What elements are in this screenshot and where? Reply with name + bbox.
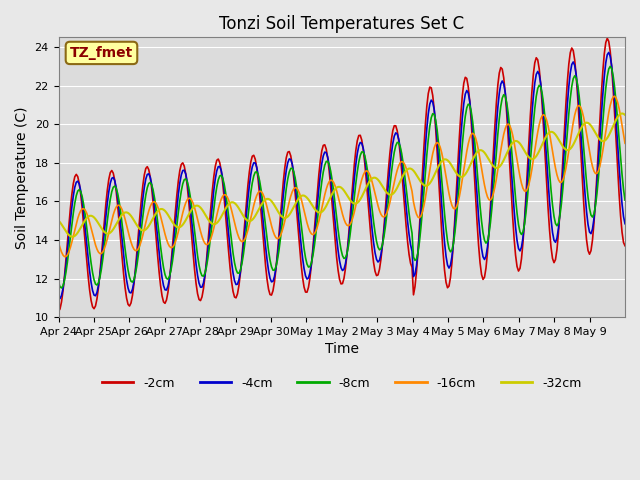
-32cm bbox=[544, 131, 552, 136]
-2cm bbox=[604, 36, 611, 41]
-4cm bbox=[56, 296, 64, 301]
Line: -2cm: -2cm bbox=[58, 38, 625, 312]
Title: Tonzi Soil Temperatures Set C: Tonzi Soil Temperatures Set C bbox=[220, 15, 465, 33]
-16cm bbox=[621, 140, 629, 146]
-4cm bbox=[348, 208, 355, 214]
-2cm bbox=[458, 93, 466, 99]
-8cm bbox=[460, 126, 468, 132]
Text: TZ_fmet: TZ_fmet bbox=[70, 46, 133, 60]
-4cm bbox=[620, 214, 627, 219]
-16cm bbox=[544, 123, 552, 129]
-4cm bbox=[544, 179, 552, 184]
-16cm bbox=[611, 93, 618, 99]
-32cm bbox=[93, 218, 101, 224]
-2cm bbox=[621, 243, 629, 249]
Legend: -2cm, -4cm, -8cm, -16cm, -32cm: -2cm, -4cm, -8cm, -16cm, -32cm bbox=[97, 372, 587, 395]
Line: -32cm: -32cm bbox=[58, 113, 625, 237]
-32cm bbox=[348, 199, 355, 204]
-32cm bbox=[68, 234, 76, 240]
-32cm bbox=[76, 228, 83, 233]
Line: -8cm: -8cm bbox=[58, 66, 625, 288]
-16cm bbox=[460, 167, 468, 173]
-4cm bbox=[93, 289, 101, 295]
-4cm bbox=[460, 101, 468, 107]
-8cm bbox=[620, 186, 627, 192]
-8cm bbox=[606, 63, 614, 69]
-2cm bbox=[54, 309, 62, 314]
Line: -4cm: -4cm bbox=[58, 52, 625, 299]
Y-axis label: Soil Temperature (C): Soil Temperature (C) bbox=[15, 106, 29, 249]
-8cm bbox=[58, 285, 65, 291]
-2cm bbox=[346, 216, 354, 222]
Line: -16cm: -16cm bbox=[58, 96, 625, 257]
-8cm bbox=[93, 282, 101, 288]
-8cm bbox=[348, 221, 355, 227]
-2cm bbox=[543, 180, 550, 186]
-32cm bbox=[618, 110, 626, 116]
X-axis label: Time: Time bbox=[324, 342, 359, 357]
-4cm bbox=[54, 295, 62, 300]
-8cm bbox=[544, 152, 552, 157]
-2cm bbox=[92, 303, 99, 309]
-16cm bbox=[348, 219, 355, 225]
-32cm bbox=[54, 218, 62, 224]
-16cm bbox=[620, 132, 627, 137]
-16cm bbox=[61, 254, 68, 260]
-2cm bbox=[74, 174, 81, 180]
-16cm bbox=[76, 211, 83, 217]
-8cm bbox=[54, 279, 62, 285]
-4cm bbox=[621, 221, 629, 227]
-16cm bbox=[54, 240, 62, 245]
-4cm bbox=[76, 181, 83, 187]
-16cm bbox=[93, 246, 101, 252]
-2cm bbox=[618, 229, 626, 235]
-8cm bbox=[621, 197, 629, 203]
-32cm bbox=[621, 112, 629, 118]
-4cm bbox=[605, 49, 612, 55]
-32cm bbox=[460, 173, 468, 179]
-32cm bbox=[620, 111, 627, 117]
-8cm bbox=[76, 187, 83, 192]
